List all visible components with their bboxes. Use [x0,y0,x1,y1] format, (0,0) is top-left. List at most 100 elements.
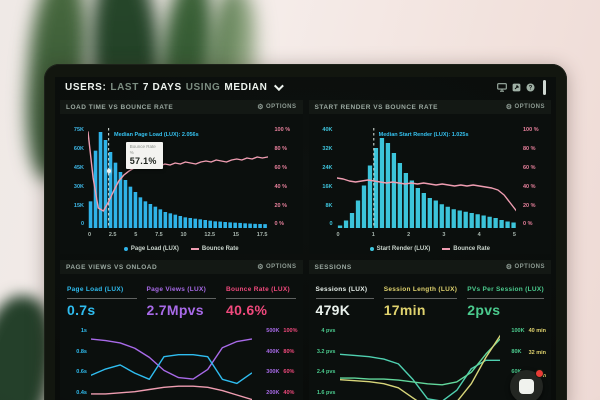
metric-value: 2pvs [467,302,501,318]
axis-tick: 30K [73,183,84,190]
legend-label: Page Load (LUX) [130,246,179,252]
axis-tick: 0 [336,232,340,238]
legend-label: Bounce Rate [453,246,490,252]
y-axis-right-group: 500K 400K 300K 200K 100% 80% 60% 40% [266,328,297,396]
axis-tick: 40 % [274,183,288,190]
gear-icon [257,103,264,111]
chart-legend: Start Render (LUX) Bounce Rate [314,246,547,252]
metric-divider [383,298,458,299]
tooltip: Bounce Rate % 57.1% [125,142,163,170]
axis-tick: 5 [134,232,138,238]
metric-value: MEDIAN [224,82,268,93]
axis-tick: 2 [407,232,411,238]
axis-tick: 12.5 [204,232,216,238]
metric-value: 0.7s [67,302,96,318]
axis-tick: 16K [322,183,333,190]
axis-tick: 300K [266,369,280,375]
legend-item[interactable]: Bounce Rate [442,246,490,252]
legend-line-icon [442,248,451,250]
dashboard-grid: LOAD TIME VS BOUNCE RATE OPTIONS 75K 60K 4… [60,100,551,400]
panel-sessions: SESSIONS OPTIONS Sessions (LUX) 479K [308,260,552,400]
date-range-dropdown[interactable]: USERS: LAST 7 DAYS USING MEDIAN [65,81,285,93]
options-label: OPTIONS [514,104,545,110]
axis-tick: 80 % [274,145,288,152]
y-axis-left: 4 pvs 3.2 pvs 2.4 pvs 1.6 pvs [314,328,336,396]
axis-tick: 80K [511,348,522,355]
axis-tick: 60 % [523,164,536,171]
options-button[interactable]: OPTIONS [257,103,296,111]
axis-tick: 5 [512,232,516,238]
axis-tick: 0 [329,221,333,228]
axis-tick: 500K [266,328,280,334]
axis-tick: 2.4 pvs [316,369,336,375]
axis-tick: 0 [80,221,84,228]
page-views-chart[interactable] [91,329,252,400]
notification-badge [535,369,544,378]
display-icon[interactable] [497,83,507,92]
axis-tick: 75K [73,127,84,133]
sessions-chart[interactable] [340,329,501,400]
metric-bounce-rate: Bounce Rate (LUX) 40.6% [226,278,296,320]
axis-tick: 60K [73,145,84,152]
chart-area: 75K 60K 45K 30K 15K 0 100 % 80 % 60 % 40 % 20 % 0 … [65,115,298,254]
options-button[interactable]: OPTIONS [257,263,296,271]
days-value: 7 DAYS [142,82,182,93]
metric-label: Page Views (LUX) [146,286,207,293]
panel-load-time: LOAD TIME VS BOUNCE RATE OPTIONS 75K 60K 4… [60,100,303,254]
metric-sessions: Sessions (LUX) 479K [315,278,374,320]
axis-tick: 4 pvs [321,328,336,334]
header-actions: ? [497,80,546,95]
axis-tick: 0 % [274,221,284,228]
metric-label: Session Length (LUX) [383,286,458,293]
options-label: OPTIONS [265,264,297,270]
dashboard-header: USERS: LAST 7 DAYS USING MEDIAN ? [55,77,556,98]
median-annotation: Median Page Load (LUX): 2.056s [114,132,199,138]
panel-title: SESSIONS [314,263,352,271]
legend-label: Bounce Rate [201,246,239,252]
y-axis-left: 1s 0.8s 0.6s 0.4s [65,328,87,396]
gear-icon [257,263,264,271]
axis-tick: 3 [442,232,446,238]
panel-title: LOAD TIME VS BOUNCE RATE [66,103,174,111]
metric-session-length: Session Length (LUX) 17min [383,278,458,320]
metric-divider [146,298,216,299]
metric-page-views: Page Views (LUX) 2.7Mpvs [146,278,216,320]
axis-tick: 3.2 pvs [316,348,336,355]
share-icon[interactable] [512,83,521,92]
metrics-row: Sessions (LUX) 479K Session Length (LUX)… [309,274,552,322]
axis-tick: 0 % [523,221,533,228]
legend-item[interactable]: Bounce Rate [190,246,239,252]
gear-icon [506,103,513,111]
load-time-chart[interactable]: Median Page Load (LUX): 2.056s Bounce Ra… [88,128,268,228]
metric-divider [467,298,544,299]
tooltip-label: Bounce Rate [129,144,156,149]
axis-tick: 40 % [523,183,536,190]
metric-label: Page Load (LUX) [67,286,124,293]
metric-label: Sessions (LUX) [315,286,368,293]
metric-label: PVs Per Session (LUX) [467,286,544,293]
panel-page-views: PAGE VIEWS VS ONLOAD OPTIONS Page Load (… [60,260,303,400]
panel-title: PAGE VIEWS VS ONLOAD [66,263,158,271]
axis-tick: 24K [322,164,333,171]
options-button[interactable]: OPTIONS [506,263,545,271]
start-render-chart[interactable]: Median Start Render (LUX): 1.025s [337,128,517,228]
panel-header: LOAD TIME VS BOUNCE RATE OPTIONS [60,100,303,114]
axis-tick: 20 % [274,202,288,209]
legend-item[interactable]: Start Render (LUX) [369,246,430,252]
chart-area: 1s 0.8s 0.6s 0.4s 500K 400K 300K 200K 100% 80% 6… [65,323,298,400]
axis-tick: 15 [232,232,239,238]
options-button[interactable]: OPTIONS [506,103,545,111]
y-axis-pageviews: 500K 400K 300K 200K [266,328,280,396]
axis-tick: 2.5 [108,232,117,238]
help-icon[interactable]: ? [526,83,535,92]
chevron-down-icon[interactable] [274,81,285,92]
legend-item[interactable]: Page Load (LUX) [123,246,179,252]
panel-header: START RENDER VS BOUNCE RATE OPTIONS [308,100,551,114]
scrollbar-thumb[interactable] [543,80,546,95]
using-label: USING [185,82,221,93]
axis-tick: 15K [73,202,84,209]
chat-widget-button[interactable] [510,369,544,400]
tooltip-value: 57.1% [129,156,157,167]
axis-tick: 200K [266,389,280,396]
legend-dot-icon [369,247,374,251]
